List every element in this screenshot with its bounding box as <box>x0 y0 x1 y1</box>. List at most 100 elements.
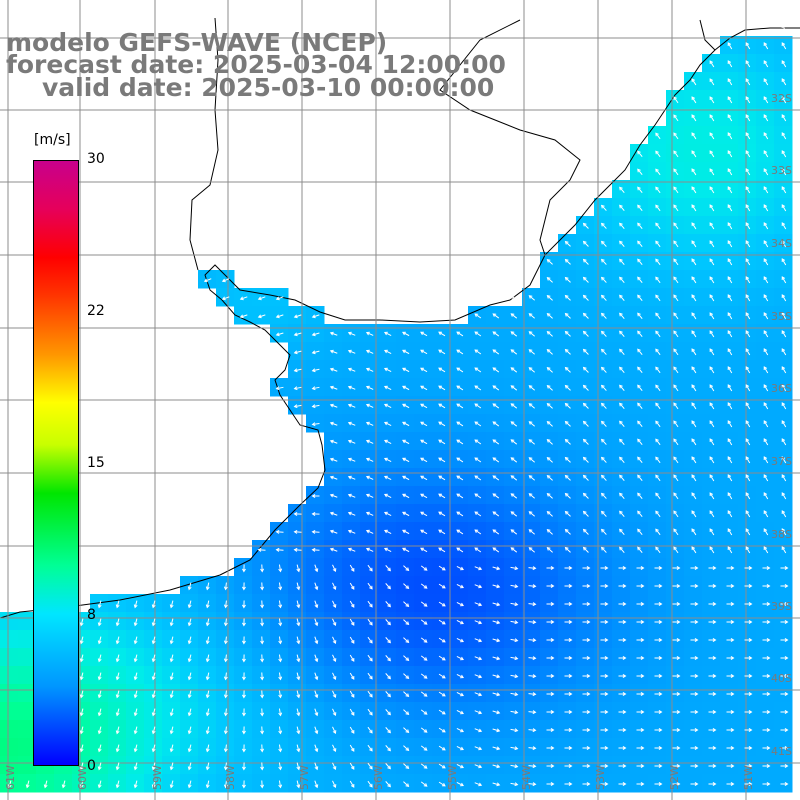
wind-arrow <box>763 474 769 482</box>
field-cell <box>648 774 667 793</box>
wind-arrow <box>708 764 717 768</box>
wind-arrow <box>691 366 697 374</box>
field-cell <box>504 666 523 685</box>
field-cell <box>594 558 613 577</box>
field-cell <box>594 684 613 703</box>
wind-arrow <box>349 618 355 626</box>
wind-arrow <box>600 456 607 463</box>
wind-arrow <box>293 332 302 337</box>
wind-arrow <box>691 456 697 464</box>
wind-arrow <box>655 330 661 338</box>
wind-arrow <box>763 438 769 446</box>
wind-arrow <box>438 475 446 481</box>
wind-arrow <box>708 692 717 696</box>
wind-arrow <box>278 780 283 789</box>
wind-arrow <box>383 511 392 516</box>
field-cell <box>162 738 181 757</box>
wind-arrow <box>438 583 446 589</box>
field-cell <box>522 612 541 631</box>
wind-arrow <box>347 529 356 534</box>
wind-arrow <box>582 656 591 660</box>
wind-arrow <box>115 780 120 789</box>
wind-arrow <box>492 439 500 445</box>
wind-arrow <box>257 314 266 319</box>
field-cell <box>540 756 559 775</box>
field-cell <box>306 522 325 541</box>
field-cell <box>216 774 235 793</box>
wind-arrow <box>672 602 681 606</box>
field-cell <box>612 684 631 703</box>
field-cell <box>684 594 703 613</box>
wind-arrow <box>691 276 697 284</box>
wind-arrow <box>582 438 589 445</box>
field-cell <box>648 738 667 757</box>
wind-arrow <box>510 349 518 355</box>
wind-arrow <box>546 349 553 355</box>
wind-arrow <box>673 96 679 104</box>
wind-arrow <box>709 456 715 464</box>
field-cell <box>630 630 649 649</box>
longitude-label: 57W <box>298 765 311 790</box>
wind-arrow <box>618 710 627 714</box>
wind-arrow <box>278 690 283 699</box>
wind-arrow <box>151 762 156 771</box>
wind-arrow <box>296 618 301 627</box>
wind-arrow <box>780 710 789 714</box>
wind-arrow <box>260 726 265 735</box>
wind-arrow <box>528 584 537 589</box>
field-cell <box>684 648 703 667</box>
field-cell <box>18 630 37 649</box>
field-cell <box>504 738 523 757</box>
wind-arrow <box>619 186 625 193</box>
wind-arrow <box>564 348 571 355</box>
wind-arrow <box>329 385 338 390</box>
wind-arrow <box>296 690 301 699</box>
wind-arrow <box>456 529 464 535</box>
wind-arrow <box>79 654 84 663</box>
wind-arrow <box>492 349 500 355</box>
wind-arrow <box>474 710 483 715</box>
wind-arrow <box>169 780 174 789</box>
wind-arrow <box>672 782 681 786</box>
wind-arrow <box>367 582 373 590</box>
wind-arrow <box>763 330 769 338</box>
wind-arrow <box>347 403 356 408</box>
wind-arrow <box>673 132 679 140</box>
wind-arrow <box>582 294 589 301</box>
wind-arrow <box>115 708 120 717</box>
wind-arrow <box>79 618 84 627</box>
wind-arrow <box>332 600 337 609</box>
wind-arrow <box>690 584 699 588</box>
wind-arrow <box>385 583 391 590</box>
wind-arrow <box>655 168 661 176</box>
wind-arrow <box>420 403 428 409</box>
wind-arrow <box>151 708 156 717</box>
wind-arrow <box>456 511 464 517</box>
wind-arrow <box>781 492 787 500</box>
field-cell <box>234 720 253 739</box>
wind-arrow <box>637 456 643 464</box>
wind-arrow <box>744 728 753 732</box>
wind-arrow <box>600 438 607 445</box>
wind-arrow <box>528 421 535 427</box>
wind-arrow <box>564 728 573 732</box>
wind-arrow <box>744 638 753 642</box>
field-cell <box>180 756 199 775</box>
field-cell <box>180 774 199 793</box>
wind-arrow <box>133 744 138 753</box>
wind-arrow <box>546 439 553 445</box>
wind-arrow <box>582 710 591 714</box>
field-cell <box>576 666 595 685</box>
wind-arrow <box>763 510 769 518</box>
wind-arrow <box>564 456 571 463</box>
wind-arrow <box>637 438 643 446</box>
wind-arrow <box>745 510 751 518</box>
wind-arrow <box>582 420 589 427</box>
wind-arrow <box>314 564 319 573</box>
wind-arrow <box>151 744 156 753</box>
wind-arrow <box>456 367 464 373</box>
wind-arrow <box>727 384 733 392</box>
field-cell <box>252 720 271 739</box>
wind-arrow <box>618 692 627 696</box>
field-cell <box>540 684 559 703</box>
